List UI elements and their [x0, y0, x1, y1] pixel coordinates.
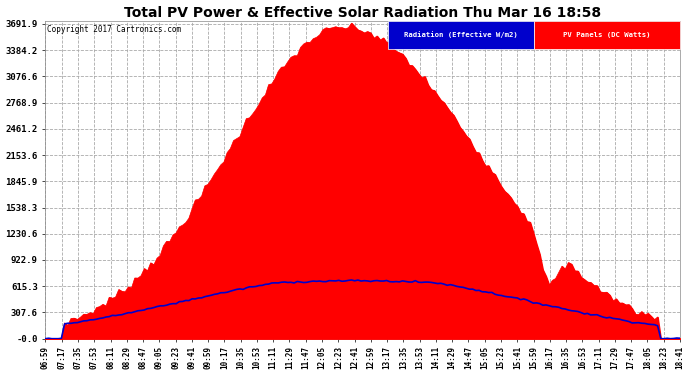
Text: PV Panels (DC Watts): PV Panels (DC Watts) — [563, 32, 651, 38]
Text: Copyright 2017 Cartronics.com: Copyright 2017 Cartronics.com — [47, 26, 181, 34]
Title: Total PV Power & Effective Solar Radiation Thu Mar 16 18:58: Total PV Power & Effective Solar Radiati… — [124, 6, 601, 20]
FancyBboxPatch shape — [388, 21, 534, 50]
FancyBboxPatch shape — [534, 21, 680, 50]
Text: Radiation (Effective W/m2): Radiation (Effective W/m2) — [404, 32, 518, 39]
